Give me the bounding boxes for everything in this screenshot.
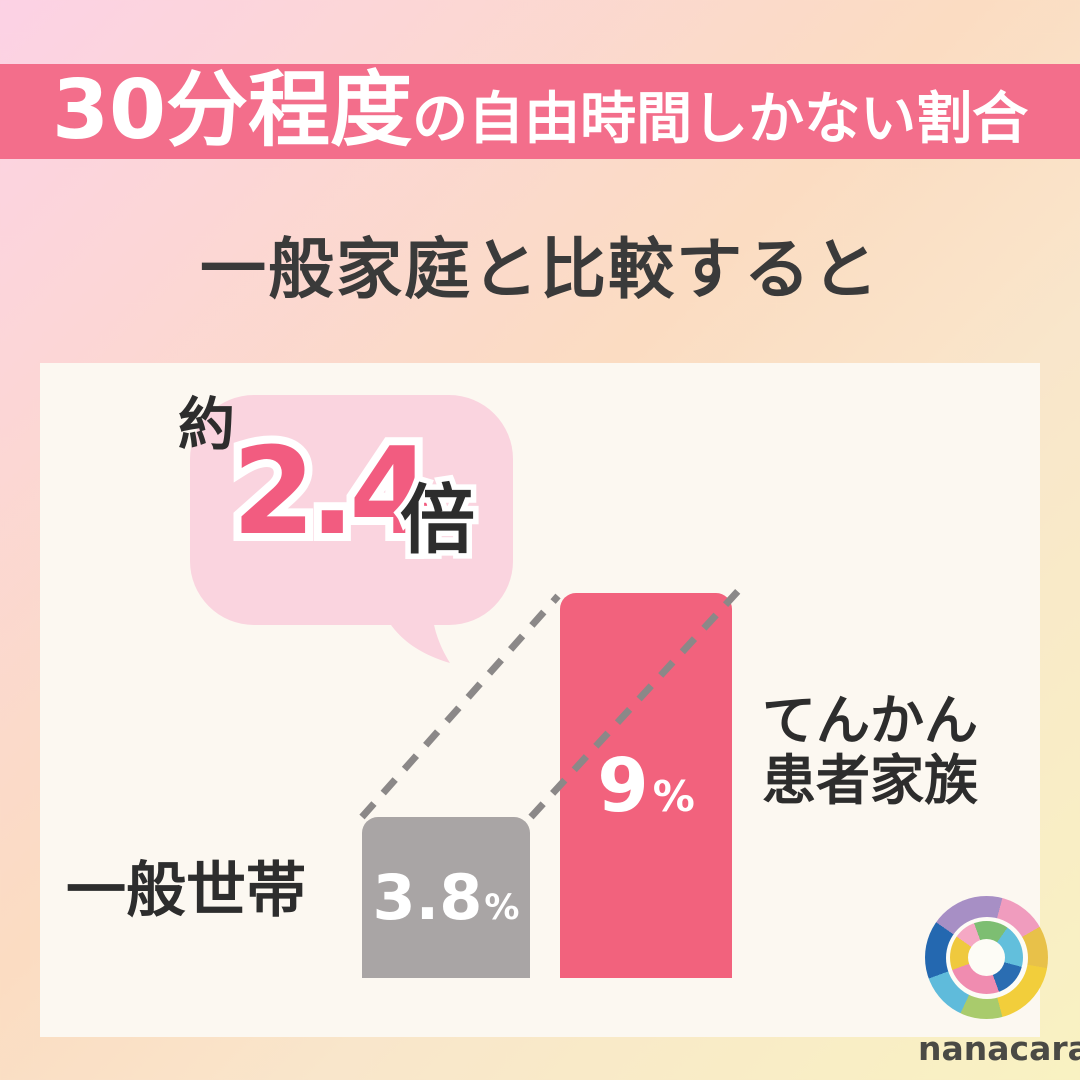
bar-epilepsy-family: 9 % bbox=[560, 593, 732, 978]
title-banner: 30分程度 の自由時間しかない割合 bbox=[0, 64, 1080, 159]
logo-center-hole bbox=[968, 939, 1005, 976]
bar-patient-value-row: 9 % bbox=[597, 749, 695, 823]
title-rest: の自由時間しかない割合 bbox=[412, 87, 1029, 152]
label-epilepsy-line1: てんかん bbox=[762, 689, 978, 752]
label-epilepsy-line2: 患者家族 bbox=[762, 749, 978, 813]
multiplier-prefix: 約 bbox=[178, 392, 235, 458]
bar-general-unit: % bbox=[484, 887, 520, 928]
multiplier-suffix: 倍 倍 bbox=[394, 476, 480, 564]
page-subtitle: 一般家庭と比較すると bbox=[200, 231, 880, 308]
bar-general-value-row: 3.8 % bbox=[372, 860, 520, 934]
title-highlight: 30分程度 bbox=[51, 63, 413, 158]
bar-patient-value: 9 bbox=[597, 742, 649, 829]
nanacara-logo-text: nanacara bbox=[918, 1029, 1080, 1068]
growth-dashed-line-left bbox=[359, 593, 561, 820]
chart-card: 約 2.4 2.4 倍 倍 3.8 % 9 % 一般世帯 てんかん 患者家族 bbox=[40, 363, 1040, 1037]
label-epilepsy-family: てんかん 患者家族 bbox=[762, 689, 978, 813]
speech-bubble bbox=[190, 395, 513, 625]
nanacara-logo-icon bbox=[925, 896, 1048, 1019]
bar-general-value: 3.8 bbox=[372, 860, 483, 934]
multiplier-value-text: 2.4 bbox=[232, 423, 433, 562]
multiplier-value-outline: 2.4 bbox=[224, 423, 441, 562]
bar-general-household: 3.8 % bbox=[362, 817, 530, 978]
label-general-household: 一般世帯 bbox=[66, 856, 306, 926]
multiplier-suffix-outline: 倍 bbox=[394, 476, 480, 564]
multiplier-suffix-text: 倍 bbox=[400, 476, 476, 564]
bar-patient-unit: % bbox=[652, 771, 695, 821]
multiplier-value: 2.4 2.4 bbox=[224, 423, 441, 562]
